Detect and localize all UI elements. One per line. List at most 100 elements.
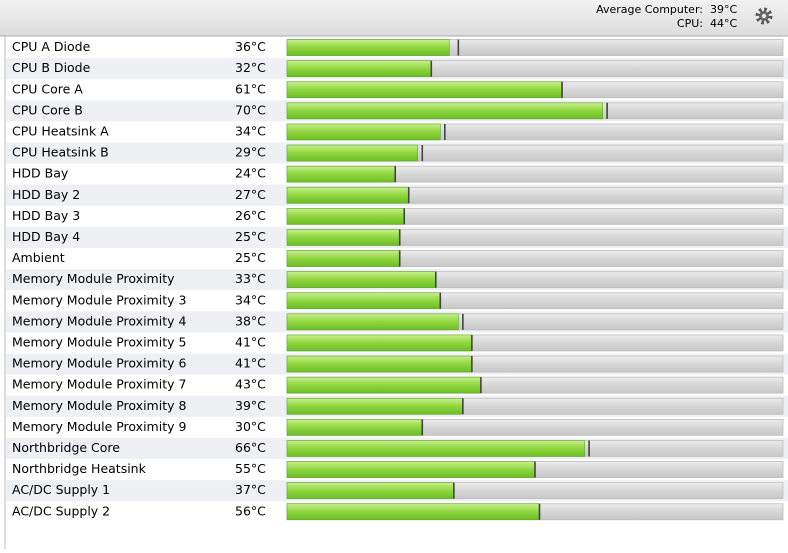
sensor-row: Memory Module Proximity 3 34°C — [12, 292, 784, 310]
temp-bar — [286, 376, 482, 394]
sensor-row: Memory Module Proximity 5 41°C — [12, 334, 784, 352]
sensor-temp: 39°C — [235, 398, 266, 413]
sensor-temp: 36°C — [235, 39, 266, 54]
sensor-list: CPU A Diode 36°C CPU B Diode 32°C CPU Core A… — [6, 39, 788, 521]
sensor-name: Memory Module Proximity — [12, 271, 175, 286]
sensor-temp: 25°C — [235, 229, 266, 244]
sensor-row: Northbridge Heatsink 55°C — [12, 461, 784, 478]
sensor-name: HDD Bay — [12, 166, 69, 181]
sensor-row: HDD Bay 3 26°C — [12, 208, 784, 225]
sensor-name: Northbridge Heatsink — [12, 461, 147, 476]
temp-bar — [286, 186, 410, 204]
temp-bar — [286, 165, 396, 183]
sensor-row: Memory Module Proximity 33°C — [6, 269, 788, 291]
sensor-temp: 24°C — [235, 166, 266, 181]
sensor-temp: 66°C — [235, 440, 266, 455]
gear-teeth — [755, 7, 773, 25]
sensor-row: CPU Heatsink B 29°C — [6, 142, 788, 164]
sensor-name: CPU Core B — [12, 102, 83, 117]
temp-bar — [286, 334, 473, 352]
sensor-row: Memory Module Proximity 9 30°C — [12, 419, 784, 436]
sensor-name: HDD Bay 2 — [12, 187, 80, 202]
sensor-row: HDD Bay 2 27°C — [6, 184, 788, 206]
sensor-name: CPU Heatsink A — [12, 123, 109, 138]
sensor-name: AC/DC Supply 1 — [12, 482, 110, 497]
sensor-row: Memory Module Proximity 7 43°C — [12, 376, 784, 394]
temp-bar — [286, 292, 441, 310]
sensor-name: CPU B Diode — [12, 60, 91, 75]
sensor-name: HDD Bay 3 — [12, 208, 80, 223]
sensor-name: Memory Module Proximity 8 — [12, 398, 186, 413]
sensor-temp: 29°C — [235, 145, 266, 160]
sensor-temp: 43°C — [235, 377, 266, 392]
settings-gear[interactable] — [755, 7, 773, 25]
sensor-name: Memory Module Proximity 3 — [12, 292, 186, 307]
sensor-row: CPU A Diode 36°C — [12, 39, 784, 56]
temp-bar — [286, 60, 432, 77]
sensor-name: CPU Heatsink B — [12, 145, 109, 160]
sensor-name: Memory Module Proximity 9 — [12, 419, 186, 434]
sensor-temp: 34°C — [235, 292, 266, 307]
sensor-row: Memory Module Proximity 6 41°C — [6, 353, 788, 375]
sensor-name: Ambient — [12, 250, 65, 265]
sensor-name: Memory Module Proximity 4 — [12, 313, 186, 328]
sensor-temp: 27°C — [235, 187, 266, 202]
temp-bar — [286, 123, 441, 141]
sensor-name: Memory Module Proximity 7 — [12, 377, 186, 392]
header-label: Average Computer: — [596, 3, 703, 16]
sensor-row: AC/DC Supply 2 56°C — [12, 503, 784, 521]
sensor-row: CPU Core A 61°C — [12, 81, 784, 99]
gear-hole — [761, 13, 767, 19]
sensor-temp: 32°C — [235, 60, 266, 75]
sensor-temp: 37°C — [235, 482, 266, 497]
sensor-row: Memory Module Proximity 4 38°C — [6, 311, 788, 333]
sensor-temp: 34°C — [235, 123, 266, 138]
temp-bar — [286, 144, 419, 162]
temp-bar — [286, 482, 455, 499]
sensor-row: Ambient 25°C — [12, 250, 784, 267]
temp-bar — [286, 355, 473, 373]
sensor-temp: 41°C — [235, 356, 266, 371]
temp-bar — [286, 271, 437, 288]
sensor-temp: 56°C — [235, 503, 266, 518]
temp-bar — [286, 440, 585, 457]
sensor-temp: 33°C — [235, 271, 266, 286]
temp-bar — [286, 229, 401, 246]
sensor-row: HDD Bay 4 25°C — [6, 226, 788, 248]
sensor-temp: 61°C — [235, 81, 266, 96]
temp-bar — [286, 397, 464, 415]
temp-bar — [286, 208, 405, 225]
temp-bar — [286, 250, 401, 267]
sensor-name: HDD Bay 4 — [12, 229, 80, 244]
sensor-name: CPU A Diode — [12, 39, 91, 54]
temp-bar — [286, 39, 450, 56]
temp-bar — [286, 313, 459, 331]
sensor-temp: 38°C — [235, 313, 266, 328]
temp-bar — [286, 81, 563, 99]
sensor-temp: 26°C — [235, 208, 266, 223]
sensor-row: Memory Module Proximity 8 39°C — [6, 395, 788, 417]
sensor-name: AC/DC Supply 2 — [12, 503, 110, 518]
sensor-temp: 25°C — [235, 250, 266, 265]
sensor-row: CPU Core B 70°C — [6, 100, 788, 122]
temp-bar — [286, 503, 540, 521]
header-value: 39°C — [710, 3, 737, 16]
sensor-row: CPU B Diode 32°C — [6, 58, 788, 80]
temp-bar — [286, 102, 603, 120]
sensor-temp: 41°C — [235, 334, 266, 349]
sensor-row: HDD Bay 24°C — [12, 165, 784, 183]
sensor-temp: 70°C — [235, 102, 266, 117]
sensor-row: AC/DC Supply 1 37°C — [6, 480, 788, 502]
sensor-row: Northbridge Core 66°C — [6, 437, 788, 459]
temp-bar — [286, 461, 536, 478]
header-bar — [0, 0, 788, 36]
header-value: 44°C — [710, 17, 737, 30]
sensor-temp: 55°C — [235, 461, 266, 476]
sensor-temp: 30°C — [235, 419, 266, 434]
sensor-name: Memory Module Proximity 6 — [12, 356, 186, 371]
header-label: CPU: — [677, 17, 703, 30]
sensor-name: Northbridge Core — [12, 440, 120, 455]
temp-bar — [286, 419, 423, 436]
sensor-row: CPU Heatsink A 34°C — [12, 123, 784, 141]
